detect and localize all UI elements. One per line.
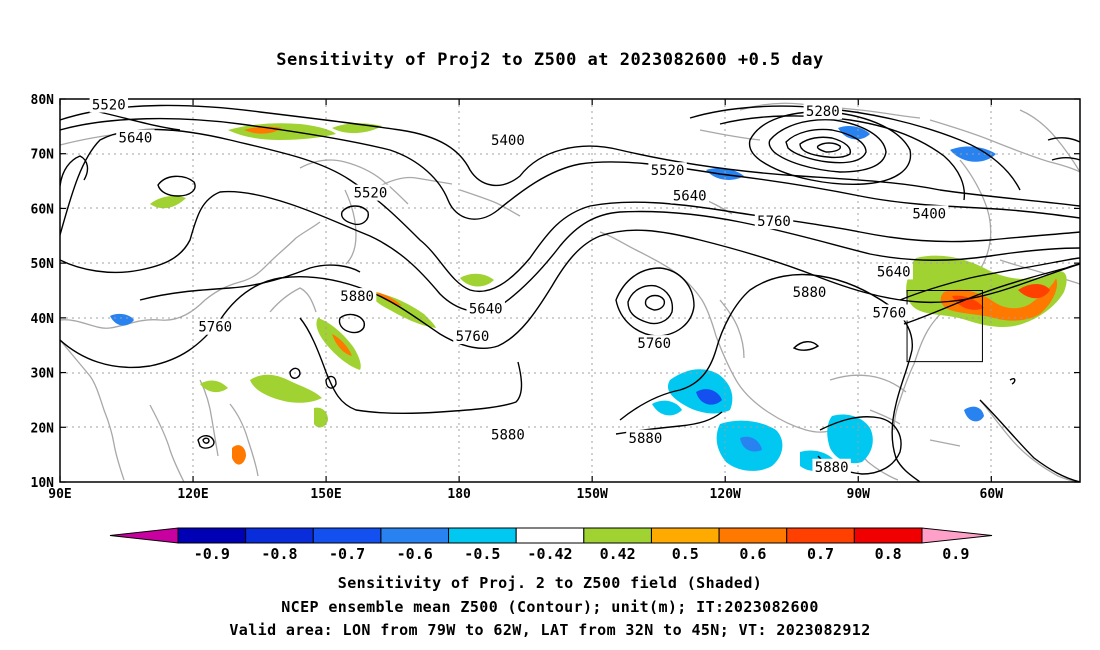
- contour-label: 5520: [89, 96, 128, 114]
- svg-text:5520: 5520: [651, 163, 685, 179]
- svg-text:5640: 5640: [877, 264, 911, 280]
- lon-tick-label: 90W: [847, 487, 871, 502]
- grid: [60, 99, 1080, 482]
- svg-text:5280: 5280: [806, 104, 840, 120]
- colorbar-label: 0.6: [739, 545, 766, 563]
- svg-text:5880: 5880: [793, 285, 827, 301]
- colorbar-swatch: [786, 527, 855, 544]
- svg-text:5400: 5400: [912, 206, 946, 222]
- latitude-tick-labels: 80N 70N 60N 50N 40N 30N 20N 10N: [31, 93, 55, 491]
- lat-tick-label: 10N: [31, 476, 55, 491]
- colorbar-label: 0.7: [807, 545, 834, 563]
- contour-label: 5880: [812, 458, 851, 476]
- contour-label: 5880: [337, 288, 377, 305]
- lat-tick-label: 50N: [31, 257, 55, 272]
- colorbar-swatch: [177, 527, 247, 544]
- coastlines: [60, 102, 1080, 482]
- caption-valid-area: Valid area: LON from 79W to 62W, LAT fro…: [229, 621, 871, 639]
- lat-tick-label: 80N: [31, 93, 55, 108]
- colorbar-high-arrow: [921, 527, 993, 544]
- svg-text:5760: 5760: [637, 336, 671, 352]
- svg-text:5520: 5520: [354, 186, 388, 202]
- colorbar-label: 0.42: [600, 545, 636, 563]
- colorbar-label: 0.5: [672, 545, 699, 563]
- colorbar-low-arrow: [109, 527, 179, 544]
- svg-text:5520: 5520: [92, 98, 126, 114]
- colorbar-label: -0.5: [464, 545, 500, 563]
- contour-label: 5400: [910, 205, 949, 222]
- contour-labels: 5520 5640 5400 5520 5280 5520 5640 5760 5400 5880…: [89, 96, 949, 476]
- colorbar-swatch: [583, 527, 652, 544]
- svg-text:5640: 5640: [673, 188, 707, 204]
- colorbar-label: -0.9: [194, 545, 230, 563]
- lat-tick-label: 60N: [31, 202, 55, 217]
- colorbar-label: -0.8: [261, 545, 297, 563]
- svg-text:5760: 5760: [757, 214, 791, 230]
- lat-tick-label: 20N: [31, 421, 55, 436]
- contour-label: 5640: [670, 187, 709, 204]
- contour-label: 5760: [635, 335, 674, 352]
- colorbar-swatch: [312, 527, 382, 544]
- svg-text:5640: 5640: [469, 302, 503, 318]
- lon-tick-label: 180: [447, 487, 471, 502]
- colorbar-label: 0.8: [875, 545, 902, 563]
- svg-text:5880: 5880: [491, 427, 525, 443]
- contour-label: 5760: [196, 318, 235, 336]
- svg-text:5640: 5640: [119, 130, 153, 146]
- contour-label: 5760: [754, 213, 794, 230]
- contour-label: 5760: [870, 304, 909, 321]
- contour-label: 5880: [790, 284, 829, 301]
- contour-label: 5280: [803, 103, 842, 120]
- lat-tick-label: 70N: [31, 148, 55, 163]
- colorbar-swatch: [650, 527, 720, 544]
- contour-label: 5880: [626, 429, 665, 447]
- map-frame: [59, 98, 1081, 483]
- colorbar-swatch: [515, 527, 585, 544]
- colorbar-swatch: [448, 527, 517, 544]
- longitude-tick-labels: 90E 120E 150E 180 150W 120W 90W 60W: [48, 487, 1003, 502]
- colorbar-swatch: [245, 527, 314, 544]
- colorbar-label: -0.42: [527, 545, 572, 563]
- svg-text:5880: 5880: [815, 460, 849, 476]
- lon-tick-label: 120W: [710, 487, 741, 502]
- contour-label: 5520: [648, 162, 687, 179]
- contour-label: 5400: [488, 132, 528, 149]
- contour-label: 5760: [453, 328, 492, 345]
- colorbar-label: -0.6: [397, 545, 433, 563]
- lat-tick-label: 30N: [31, 367, 55, 382]
- contour-label: 5520: [351, 184, 390, 202]
- colorbar-label: 0.9: [942, 545, 969, 563]
- svg-text:5400: 5400: [491, 133, 525, 149]
- lon-tick-label: 90E: [48, 487, 71, 502]
- contour-label: 5640: [466, 300, 505, 318]
- lon-tick-label: 60W: [980, 487, 1004, 502]
- map-title: Sensitivity of Proj2 to Z500 at 20230826…: [276, 50, 824, 70]
- colorbar-swatch: [380, 527, 450, 544]
- lat-tick-label: 40N: [31, 312, 55, 327]
- lon-tick-label: 150E: [310, 487, 341, 502]
- caption-shading: Sensitivity of Proj. 2 to Z500 field (Sh…: [337, 574, 763, 592]
- contour-label: 5640: [874, 263, 913, 280]
- colorbar-label: -0.7: [329, 545, 365, 563]
- colorbar-swatch: [718, 527, 788, 544]
- valid-area-box: [906, 290, 983, 363]
- lon-tick-label: 120E: [177, 487, 208, 502]
- svg-text:5760: 5760: [456, 329, 490, 345]
- svg-text:5760: 5760: [198, 320, 232, 336]
- contour-label: 5640: [116, 129, 155, 146]
- colorbar-swatch: [853, 527, 923, 544]
- svg-text:5880: 5880: [340, 289, 374, 305]
- svg-text:5880: 5880: [629, 431, 663, 447]
- caption-contour: NCEP ensemble mean Z500 (Contour); unit(…: [281, 598, 819, 616]
- svg-text:5760: 5760: [872, 305, 906, 321]
- contour-label: 5880: [488, 426, 528, 443]
- lon-tick-label: 150W: [577, 487, 608, 502]
- tick-marks: [59, 98, 1080, 483]
